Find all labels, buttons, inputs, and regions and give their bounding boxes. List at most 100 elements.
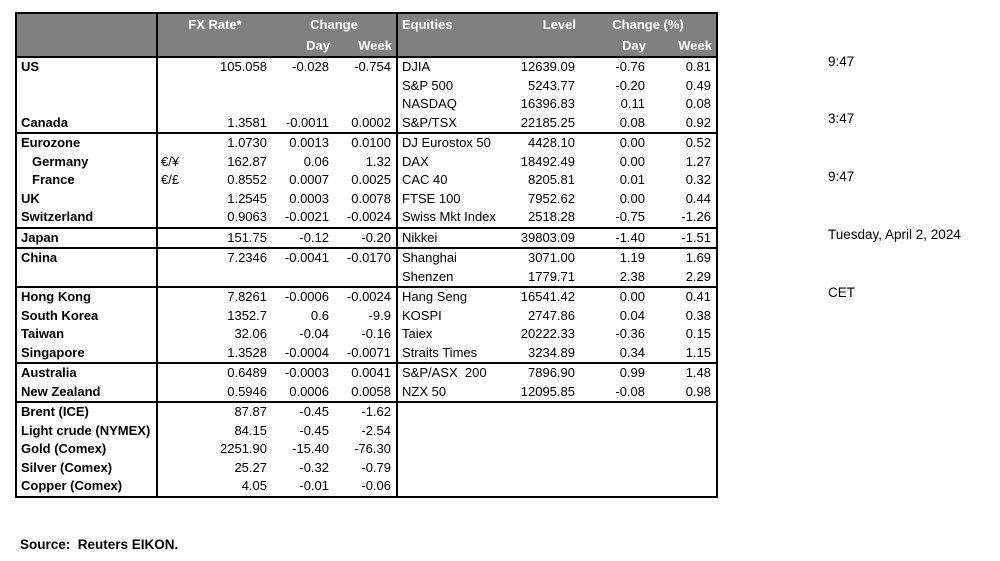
equity-day-change bbox=[580, 403, 650, 422]
fx-day-change: -0.0006 bbox=[284, 289, 329, 304]
table-row: Taiwan 32.06 -0.04 -0.16 Taiex 20222.33 -0.36 0… bbox=[17, 325, 716, 344]
equity-week-change: 0.98 bbox=[685, 383, 711, 399]
equity-week-change: 1.27 bbox=[685, 153, 711, 169]
header-fx-day: Day bbox=[306, 38, 330, 53]
fx-day-change: -15.40 bbox=[292, 441, 329, 456]
table-row: China 7.2346 -0.0041 -0.0170 Shanghai 3071.00… bbox=[17, 249, 716, 268]
currency-pair: €/¥ bbox=[161, 153, 180, 169]
table-row: New Zealand 0.5946 0.0006 0.0058 NZX 50 12095… bbox=[17, 382, 716, 403]
equity-week-change: 0.41 bbox=[685, 289, 711, 304]
fx-rate-value: 1.0730 bbox=[227, 135, 267, 150]
equity-day-change: 0.00 bbox=[619, 289, 645, 304]
fx-day-change: -0.0011 bbox=[285, 114, 329, 130]
country-name: Gold (Comex) bbox=[17, 440, 158, 459]
equity-level bbox=[508, 477, 580, 496]
currency-pair bbox=[158, 114, 186, 133]
equity-level: 7952.62 bbox=[528, 190, 575, 206]
country-name bbox=[17, 95, 158, 114]
fx-rate-value: 162.87 bbox=[227, 153, 267, 169]
country-name: France bbox=[17, 171, 158, 190]
footnotes: Source: Reuters EIKON. * FX Rate for USD… bbox=[20, 497, 710, 561]
equity-name: S&P/TSX bbox=[402, 114, 457, 130]
table-row: Silver (Comex) 25.27 -0.32 -0.79 bbox=[17, 458, 716, 478]
equity-level: 16396.83 bbox=[520, 96, 575, 111]
fx-day-change: -0.04 bbox=[299, 326, 329, 341]
fx-rate-value: 7.8261 bbox=[227, 289, 267, 304]
country-name: Copper (Comex) bbox=[17, 477, 158, 496]
fx-rate-value: 4.05 bbox=[241, 478, 267, 493]
header-level: Level bbox=[542, 17, 576, 32]
fx-rate-value: 1.3581 bbox=[227, 114, 267, 130]
equity-level: 7896.90 bbox=[528, 365, 575, 380]
fx-week-change: -9.9 bbox=[334, 306, 398, 325]
currency-pair bbox=[158, 95, 186, 114]
fx-rate-value: 2251.90 bbox=[220, 441, 267, 456]
fx-week-change: -0.0170 bbox=[334, 249, 398, 268]
equity-week-change: 0.08 bbox=[685, 96, 711, 111]
equity-name bbox=[398, 459, 508, 478]
equity-level: 4428.10 bbox=[528, 135, 575, 150]
country-name: UK bbox=[17, 189, 158, 208]
header-change-pct: Change (%) bbox=[612, 17, 684, 32]
currency-pair bbox=[158, 422, 186, 441]
currency-pair bbox=[158, 58, 186, 77]
fx-week-change: 0.0100 bbox=[334, 134, 398, 153]
equity-level: 18492.49 bbox=[520, 153, 575, 169]
equity-name: Straits Times bbox=[402, 344, 478, 360]
fx-week-change: -0.754 bbox=[334, 58, 398, 77]
equity-week-change: 0.38 bbox=[685, 307, 711, 323]
currency-pair bbox=[158, 229, 186, 248]
equity-name: NZX 50 bbox=[402, 383, 447, 399]
fx-day-change bbox=[272, 95, 334, 114]
currency-pair bbox=[158, 190, 186, 209]
currency-pair bbox=[158, 440, 186, 459]
country-name: Japan bbox=[17, 228, 158, 247]
fx-rate-value: 0.9063 bbox=[227, 209, 267, 224]
equity-level bbox=[508, 459, 580, 478]
equity-week-change: 0.15 bbox=[685, 326, 711, 341]
table-row: Shenzen 1779.71 2.38 2.29 bbox=[17, 267, 716, 288]
equity-week-change: 0.92 bbox=[685, 114, 711, 130]
country-name: China bbox=[17, 249, 158, 268]
equity-week-change: 0.44 bbox=[685, 190, 711, 206]
country-name bbox=[17, 76, 158, 95]
fx-equities-table: FX Rate* Change Equities Level Change (%… bbox=[15, 12, 718, 498]
equity-day-change: -0.36 bbox=[615, 326, 645, 341]
country-name: Light crude (NYMEX) bbox=[17, 421, 158, 440]
fx-day-change: 0.0007 bbox=[289, 172, 329, 187]
equity-level bbox=[508, 403, 580, 422]
equity-week-change bbox=[650, 459, 716, 478]
fx-rate-value: 84.15 bbox=[234, 422, 267, 438]
equity-day-change: 0.08 bbox=[619, 114, 645, 130]
fx-week-change: -2.54 bbox=[334, 421, 398, 440]
equity-name: Shenzen bbox=[402, 268, 454, 284]
fx-rate-value: 1.2545 bbox=[227, 190, 267, 206]
equity-day-change: 0.99 bbox=[619, 365, 645, 380]
currency-pair bbox=[158, 383, 186, 402]
fx-rate-value bbox=[186, 268, 272, 287]
table-row: Canada 1.3581 -0.0011 0.0002 S&P/TSX 22185.25… bbox=[17, 113, 716, 134]
fx-week-change: -0.0071 bbox=[334, 343, 398, 362]
equity-level: 8205.81 bbox=[528, 172, 575, 187]
equity-day-change: -0.20 bbox=[615, 77, 645, 93]
equity-day-change: 2.38 bbox=[619, 268, 645, 284]
country-name: Eurozone bbox=[17, 134, 158, 153]
country-name: Silver (Comex) bbox=[17, 458, 158, 477]
equity-day-change: -0.76 bbox=[615, 59, 645, 74]
fx-rate-value: 25.27 bbox=[234, 459, 267, 475]
header-blank bbox=[508, 35, 580, 56]
table-row: Germany €/¥ 162.87 0.06 1.32 DAX 18492.49 0.00 1… bbox=[17, 152, 716, 171]
fx-day-change: -0.45 bbox=[299, 404, 329, 419]
equity-week-change: 0.81 bbox=[685, 59, 711, 74]
table-row: Japan 151.75 -0.12 -0.20 Nikkei 39803.09 -1.40… bbox=[17, 228, 716, 249]
currency-pair bbox=[158, 325, 186, 344]
fx-week-change bbox=[334, 76, 398, 95]
country-name: Switzerland bbox=[17, 208, 158, 227]
time-value: 9:47 bbox=[828, 53, 855, 69]
equity-day-change: 0.00 bbox=[619, 190, 645, 206]
equity-name: DJIA bbox=[402, 59, 431, 74]
fx-rate-value: 105.058 bbox=[220, 59, 267, 74]
fx-week-change: 0.0041 bbox=[334, 364, 398, 383]
equity-name: Shanghai bbox=[402, 250, 457, 265]
country-name: Australia bbox=[17, 364, 158, 383]
